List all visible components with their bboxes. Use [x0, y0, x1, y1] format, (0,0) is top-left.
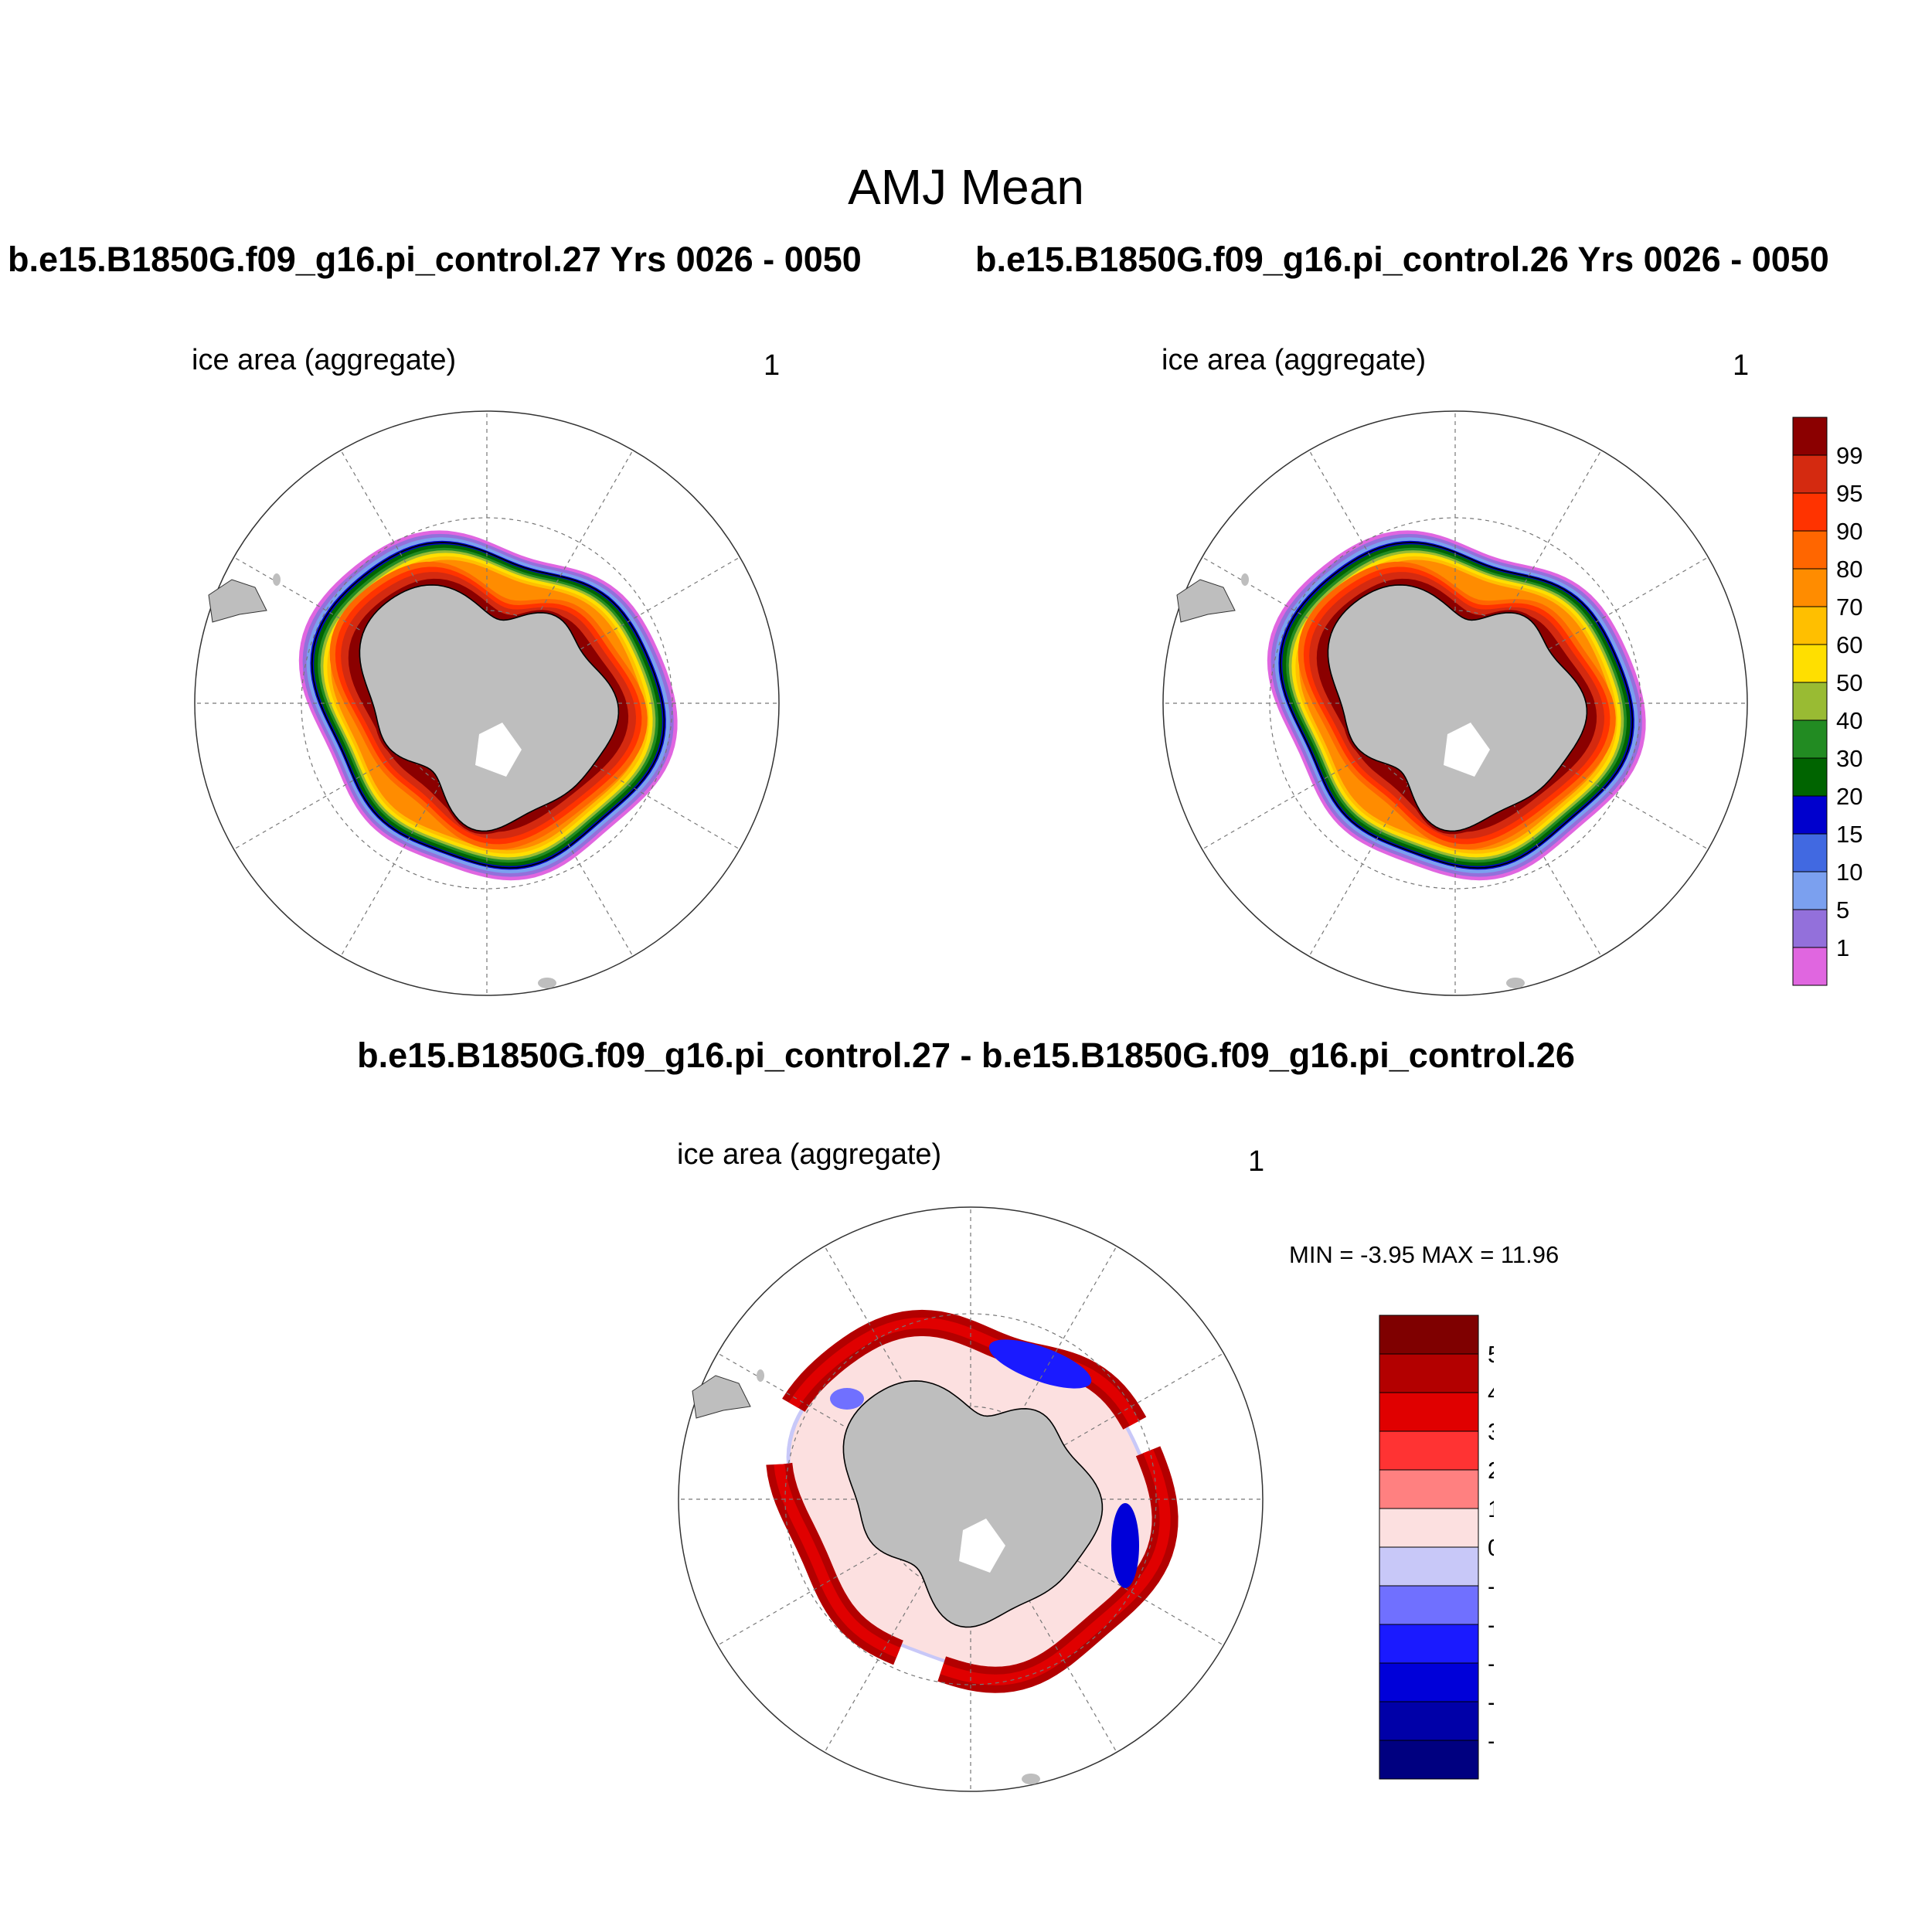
ice-colorbar-tick-label: 30 — [1836, 745, 1862, 772]
ice-colorbar-swatch — [1792, 833, 1828, 872]
diff-colorbar-swatch — [1379, 1662, 1479, 1702]
ice-area-map-panel-2 — [1162, 410, 1748, 996]
diff-colorbar-tick-label: -2 — [1488, 1611, 1494, 1638]
ice-colorbar-tick-label: 1 — [1836, 934, 1849, 961]
panel-2-island — [1506, 978, 1525, 988]
ice-colorbar-tick-label: 5 — [1836, 896, 1849, 923]
panel-3-negative-pocket — [830, 1388, 864, 1410]
panel-2-south-america — [1176, 579, 1236, 623]
panel-3-negative-pocket — [1111, 1503, 1139, 1588]
diff-colorbar-tick-label: 4 — [1488, 1379, 1494, 1406]
ice-area-difference-map — [678, 1206, 1264, 1792]
diff-colorbar-swatch — [1379, 1546, 1479, 1587]
ice-colorbar-swatch — [1792, 682, 1828, 721]
panel-1-variable-label: ice area (aggregate) — [192, 344, 457, 376]
panel-1-title: b.e15.B1850G.f09_g16.pi_control.27 Yrs 0… — [8, 240, 862, 279]
panel-1-island — [538, 978, 556, 988]
panel-2-title: b.e15.B1850G.f09_g16.pi_control.26 Yrs 0… — [975, 240, 1829, 279]
ice-colorbar-swatch — [1792, 492, 1828, 532]
panel-3-south-america — [692, 1375, 751, 1419]
diff-colorbar-swatch — [1379, 1624, 1479, 1664]
panel-3-antarctica — [842, 1380, 1104, 1628]
diff-colorbar-swatch — [1379, 1353, 1479, 1393]
figure-title: AMJ Mean — [848, 159, 1084, 215]
panel-2-antarctica — [1327, 584, 1588, 832]
diff-colorbar-tick-label: 5 — [1488, 1341, 1494, 1368]
diff-colorbar-swatch — [1379, 1315, 1479, 1355]
ice-colorbar-tick-label: 90 — [1836, 518, 1862, 545]
diff-colorbar-tick-label: -4 — [1488, 1689, 1494, 1716]
panel-2-island — [1241, 573, 1249, 586]
panel-3-negative-pocket — [988, 1339, 1092, 1389]
panel-3-island — [757, 1369, 764, 1382]
panel-1-units-label: 1 — [764, 349, 781, 382]
ice-colorbar-tick-label: 50 — [1836, 669, 1862, 696]
diff-colorbar-tick-label: -1 — [1488, 1573, 1494, 1600]
panel-3-land — [692, 1369, 1104, 1784]
ice-colorbar-swatch — [1792, 795, 1828, 835]
ice-colorbar-swatch — [1792, 757, 1828, 797]
difference-colorbar: 5 4 3 2 1 0 -1 -2 -3 -4 -5 — [1379, 1315, 1494, 1780]
diff-colorbar-tick-label: 1 — [1488, 1495, 1494, 1522]
ice-colorbar-swatch — [1792, 606, 1828, 645]
diff-colorbar-swatch — [1379, 1430, 1479, 1471]
min-max-label: MIN = -3.95 MAX = 11.96 — [1289, 1241, 1560, 1268]
panel-3-island — [1022, 1774, 1040, 1784]
ice-area-map-panel-1 — [194, 410, 780, 996]
panel-2-variable-label: ice area (aggregate) — [1162, 344, 1427, 376]
diff-colorbar-swatch — [1379, 1701, 1479, 1741]
ice-colorbar-tick-label: 15 — [1836, 821, 1862, 848]
ice-colorbar-swatch — [1792, 417, 1828, 456]
ice-colorbar-tick-label: 20 — [1836, 783, 1862, 810]
ice-colorbar-tick-label: 60 — [1836, 631, 1862, 658]
panel-1-ice-shelf — [475, 723, 522, 777]
panel-2-units-label: 1 — [1733, 349, 1750, 382]
panel-2-land — [1176, 573, 1588, 988]
ice-colorbar-tick-label: 70 — [1836, 594, 1862, 621]
ice-colorbar-tick-label: 40 — [1836, 707, 1862, 734]
panel-2-ice-shelf — [1444, 723, 1490, 777]
diff-colorbar-tick-label: 3 — [1488, 1418, 1494, 1445]
diff-colorbar-tick-label: 2 — [1488, 1457, 1494, 1484]
diff-panel-title: b.e15.B1850G.f09_g16.pi_control.27 - b.e… — [357, 1036, 1575, 1075]
ice-colorbar-swatch — [1792, 871, 1828, 910]
diff-colorbar-swatch — [1379, 1469, 1479, 1509]
panel-1-south-america — [208, 579, 267, 623]
diff-colorbar-swatch — [1379, 1740, 1479, 1780]
panel-3-ice-shelf — [959, 1519, 1005, 1573]
diff-colorbar-tick-label: -3 — [1488, 1650, 1494, 1677]
diff-colorbar-swatch — [1379, 1508, 1479, 1548]
ice-colorbar-swatch — [1792, 719, 1828, 759]
ice-colorbar-tick-label: 10 — [1836, 859, 1862, 886]
diff-colorbar-swatch — [1379, 1585, 1479, 1625]
panel-3-variable-label: ice area (aggregate) — [677, 1138, 942, 1171]
diff-colorbar-swatch — [1379, 1392, 1479, 1432]
ice-colorbar-tick-label: 99 — [1836, 442, 1862, 469]
panel-1-antarctica — [359, 584, 620, 832]
ice-colorbar-tick-label: 95 — [1836, 480, 1862, 507]
ice-colorbar-swatch — [1792, 644, 1828, 683]
diff-colorbar-tick-label: -5 — [1488, 1727, 1494, 1754]
ice-area-colorbar: 99 95 90 80 70 60 50 40 30 20 15 10 5 1 — [1792, 417, 1862, 986]
ice-colorbar-tick-label: 80 — [1836, 556, 1862, 583]
panel-1-land — [208, 573, 620, 988]
panel-3-units-label: 1 — [1248, 1145, 1265, 1178]
panel-1-island — [273, 573, 281, 586]
ice-colorbar-swatch — [1792, 454, 1828, 494]
ice-colorbar-swatch — [1792, 530, 1828, 570]
ice-colorbar-swatch — [1792, 909, 1828, 948]
ice-colorbar-swatch — [1792, 568, 1828, 607]
ice-colorbar-swatch — [1792, 947, 1828, 986]
diff-colorbar-tick-label: 0 — [1488, 1534, 1494, 1561]
